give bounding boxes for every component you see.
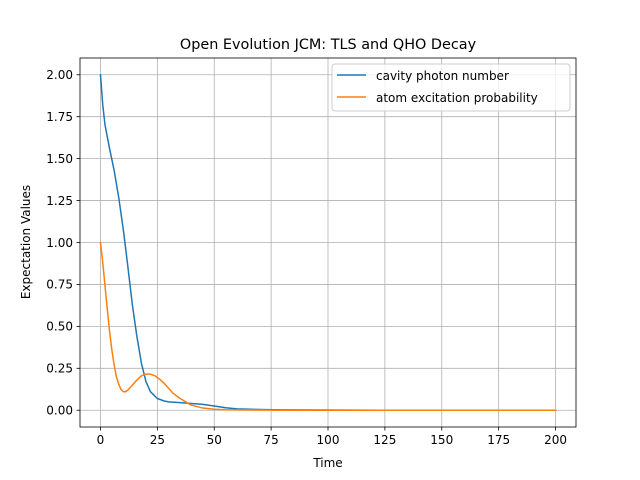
legend-label-cavity-photon-number: cavity photon number	[376, 69, 509, 83]
legend-label-atom-excitation-probability: atom excitation probability	[376, 91, 538, 105]
legend-box	[331, 63, 571, 112]
x-tick-label: 0	[97, 433, 105, 447]
y-tick-label: 0.75	[46, 278, 73, 292]
series-line-atom-excitation-probability	[99, 241, 557, 411]
x-tick-label: 175	[487, 433, 510, 447]
y-tick-label: 1.25	[46, 194, 73, 208]
y-tick-label: 0.50	[46, 320, 73, 334]
y-tick-label: 1.50	[46, 152, 73, 166]
x-tick-label: 200	[544, 433, 567, 447]
y-axis-label: Expectation Values	[19, 185, 33, 299]
ticks: 0 25 50 75 100 125 150 175 200 0.00 0.25 0.50 0.75 1.…	[46, 68, 567, 447]
x-tick-label: 125	[373, 433, 396, 447]
x-tick-label: 100	[317, 433, 340, 447]
y-tick-label: 0.25	[46, 362, 73, 376]
x-tick-label: 150	[430, 433, 453, 447]
plot-lines	[99, 73, 557, 411]
x-tick-label: 25	[150, 433, 165, 447]
y-tick-label: 1.00	[46, 236, 73, 250]
x-tick-label: 75	[263, 433, 278, 447]
y-tick-label: 2.00	[46, 68, 73, 82]
x-tick-label: 50	[207, 433, 222, 447]
legend: cavity photon number atom excitation pro…	[331, 63, 571, 112]
chart-title: Open Evolution JCM: TLS and QHO Decay	[180, 37, 477, 53]
y-tick-label: 0.00	[46, 404, 73, 418]
x-axis-label: Time	[312, 456, 342, 470]
y-tick-label: 1.75	[46, 110, 73, 124]
